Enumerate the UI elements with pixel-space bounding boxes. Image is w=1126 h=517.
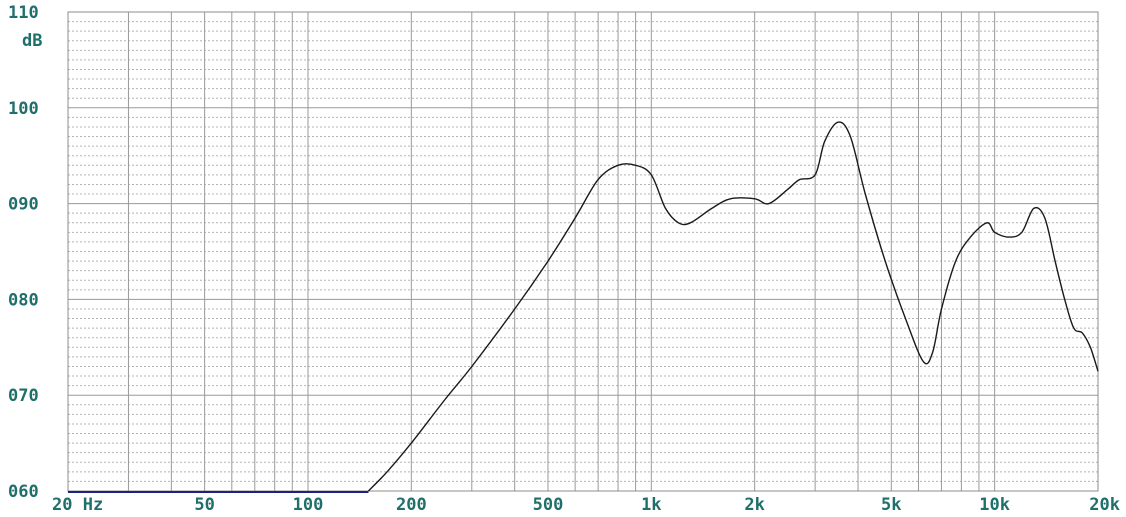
- x-tick-label: 10k: [979, 495, 1010, 515]
- x-tick-label: 1k: [641, 495, 661, 515]
- x-tick-label: 500: [533, 495, 564, 515]
- x-tick-label: 100: [293, 495, 324, 515]
- y-tick-label: 060: [8, 482, 39, 502]
- x-tick-label: 5k: [881, 495, 901, 515]
- y-axis-unit: dB: [22, 31, 42, 51]
- x-tick-label: 200: [396, 495, 427, 515]
- x-tick-label: 20k: [1089, 495, 1120, 515]
- series-line-0: [367, 121, 1099, 492]
- axis-labels: dB 110 100 090 080 070 060 20 Hz 50 100 200 500 1k 2…: [8, 3, 1120, 515]
- x-tick-label: 50: [194, 495, 214, 515]
- y-tick-label: 100: [8, 99, 39, 119]
- x-tick-label: 20 Hz: [52, 495, 103, 515]
- y-tick-label: 090: [8, 195, 39, 215]
- plot-grid: [68, 12, 1098, 491]
- y-tick-label: 110: [8, 3, 39, 23]
- y-tick-label: 070: [8, 386, 39, 406]
- x-tick-label: 2k: [744, 495, 764, 515]
- plot-marks: [68, 121, 1099, 493]
- y-tick-label: 080: [8, 290, 39, 310]
- plot-frame: [67, 11, 1099, 492]
